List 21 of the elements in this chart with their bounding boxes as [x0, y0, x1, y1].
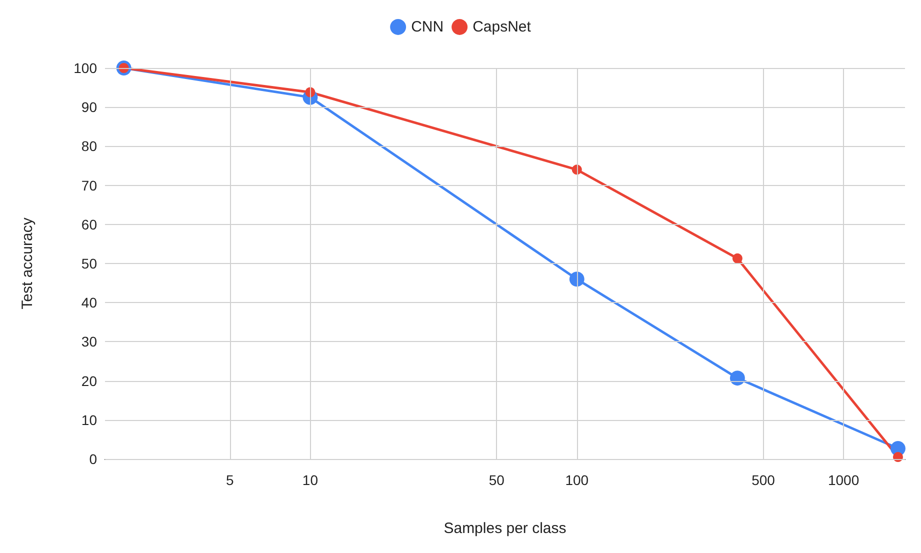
y-tick-label: 10	[81, 412, 98, 428]
legend-label: CapsNet	[472, 18, 532, 36]
x-axis-title: Samples per class	[444, 520, 566, 537]
y-tick-label: 100	[74, 60, 98, 76]
x-tick-label: 1000	[828, 472, 860, 488]
legend-label: CNN	[411, 18, 444, 36]
y-tick-label: 50	[81, 256, 98, 272]
y-tick-label: 60	[81, 216, 98, 232]
y-tick-label: 90	[81, 99, 98, 116]
x-tick-label: 50	[488, 472, 505, 488]
y-tick-label: 30	[81, 334, 98, 350]
x-tick-label: 10	[302, 472, 318, 488]
y-tick-label: 70	[81, 177, 98, 194]
y-tick-label: 40	[81, 294, 98, 311]
y-tick-label: 0	[89, 451, 98, 467]
x-tick-label: 500	[752, 472, 776, 488]
y-axis-title: Test accuracy	[19, 217, 36, 310]
x-tick-label: 100	[565, 472, 589, 488]
x-tick-label: 5	[226, 472, 234, 488]
y-tick-label: 20	[81, 372, 98, 389]
y-tick-label: 80	[81, 138, 98, 154]
